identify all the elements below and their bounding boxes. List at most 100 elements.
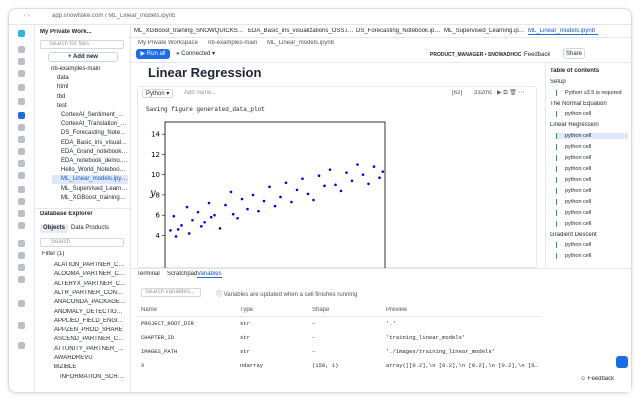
workspace[interactable]: My Private Work... [40,29,92,35]
rail-icon[interactable] [18,136,25,143]
database[interactable]: ALOOMA_PARTNER_CONN... [54,271,126,278]
toc-cell[interactable]: python cell [556,209,628,216]
toc-cell[interactable]: python cell [556,220,628,227]
file-tab[interactable]: ML_Supervised_Learning.ipynb [444,28,526,34]
tree-item[interactable]: CortexAI_Sentiment_Anal... [61,112,128,118]
share[interactable]: Share [563,48,585,59]
panel-tab[interactable]: Scratchpad [167,271,198,277]
run-all[interactable]: ▶ Run all [136,49,170,59]
tree-item[interactable]: test [57,102,67,109]
rail-icon[interactable] [18,276,25,283]
database[interactable]: ALATION_PARTNER_CONN... [54,262,126,268]
db-tab[interactable]: Data Products [71,225,110,231]
toc-section[interactable]: Setup [550,79,566,85]
tree-item[interactable]: EDA_Basic_iris_visualization... [61,139,128,146]
database[interactable]: ATTUNITY_PARTNER_CONN... [54,345,126,352]
filter[interactable]: Filter (1) [42,251,65,257]
rail-icon[interactable] [18,264,25,271]
column-header: Name [141,307,158,313]
toc-cell[interactable]: python cell [556,165,628,172]
rail-icon[interactable] [18,112,25,119]
language[interactable]: Python ▾ [142,89,174,98]
tree-item[interactable]: data [57,75,69,82]
rail-icon[interactable] [18,210,25,217]
toc-cell[interactable]: python cell [556,187,628,194]
rail-icon[interactable] [18,300,25,307]
code-cell[interactable] [137,86,537,268]
file-tab[interactable]: EDA_Basic_iris_visualizations_OSS.ipynb [248,28,354,34]
tree-item[interactable]: tbd [57,93,66,100]
tree-item[interactable]: ML_Supervised_Learning.i... [61,185,128,192]
database[interactable]: ALTR_PARTNER_CONNECT [54,289,126,296]
connected[interactable]: ● Connected ▾ [176,51,216,57]
database[interactable]: ALTERYX_PARTNER_CONN... [54,280,126,287]
assistant-button[interactable] [616,356,628,368]
rail-icon[interactable] [18,172,25,179]
tree-item[interactable]: ML_XGBoost_training_SNO... [61,194,128,201]
rail-icon[interactable] [18,98,25,105]
rail-icon[interactable] [18,252,25,259]
rail-icon[interactable] [18,46,25,53]
toc-cell[interactable]: python cell [556,242,628,248]
tree-item[interactable]: Hello_World_Notebook.ipy... [61,167,128,174]
toc-cell[interactable]: python cell [556,154,628,161]
toc-cell[interactable]: python cell [556,132,628,139]
rail-icon[interactable] [18,198,25,205]
cell-name[interactable]: Add name... [184,90,217,96]
db-search[interactable]: Search [40,238,124,247]
toc-section[interactable]: Linear Regression [550,122,599,128]
rail-icon[interactable] [18,70,25,77]
nav-buttons[interactable]: ‹ › [24,13,30,19]
database[interactable]: BIZIBLE [54,364,77,371]
database[interactable]: ANOMALY_DETECTION_APP [54,308,126,315]
database[interactable]: APPZEN_PROD_SHARE [54,327,123,334]
panel-feedback[interactable]: ☺ Feedback [580,376,615,382]
database[interactable]: ANACONDA_PACKAGE_SH... [54,299,126,306]
panel-tab[interactable]: Variables [197,271,222,278]
rail-icon[interactable] [18,222,25,229]
rail-icon[interactable] [18,240,25,247]
crumb[interactable]: My Private Workspace [138,40,198,46]
rail-icon[interactable] [18,84,25,91]
cell-actions[interactable]: ▶ ⧉ 🗑 ⋯ [497,90,525,96]
rail-icon[interactable] [18,160,25,167]
file-tab[interactable]: ML_Linear_models.ipynb [528,28,598,35]
toc-section[interactable]: Gradient Descent [550,231,597,238]
rail-icon[interactable] [18,58,25,65]
toc-cell[interactable]: python cell [556,176,628,183]
file-tab[interactable]: ML_XGBoost_training_SNOWQUICKSTART.ipy [134,28,246,34]
toc-cell[interactable]: python cell [556,198,628,205]
crumb[interactable]: nb-examples-main [208,40,258,46]
database[interactable]: INFORMATION_SCHEMA [60,373,126,380]
tree-item[interactable]: html [57,84,69,91]
feedback[interactable]: Feedback [524,52,551,58]
db-tab[interactable]: Objects [40,224,69,233]
toc-section[interactable]: The Normal Equation [550,100,607,107]
panel-tab[interactable]: Terminal [137,271,160,277]
tree-item[interactable]: CortexAI_Translation_SNO... [61,121,128,128]
rail-icon[interactable] [18,186,25,193]
role[interactable]: PRODUCT_MANAGER • SNOWADHOC [430,52,522,58]
database[interactable]: AWARDREVU [54,355,93,361]
tree-item[interactable]: EDA_Grand_notebook_170c... [61,148,128,155]
tree-item[interactable]: ML_Linear_models.ipynb [52,175,128,185]
rail-icon[interactable] [18,342,25,349]
rail-icon[interactable] [18,124,25,131]
toc-cell[interactable]: python cell [556,253,628,259]
database[interactable]: APPLIED_FIELD_ENGINEER... [54,317,126,324]
rail-icon[interactable] [18,30,25,37]
tree-item[interactable]: nb-examples-main [51,66,101,72]
database[interactable]: ASCEND_PARTNER_CONN... [54,336,126,343]
file-search[interactable]: Search for files [40,40,124,49]
toc-cell[interactable]: python cell [556,143,628,150]
tree-item[interactable]: EDA_notebook_demo.ipynb [61,158,128,164]
crumb[interactable]: ML_Linear_models.ipynb [267,40,335,46]
tree-item[interactable]: DS_Forecasting_Notebo... [61,130,128,137]
toc-cell[interactable]: Python ≥3.5 is required [556,89,628,96]
toc-cell[interactable]: python cell [556,111,628,117]
var-search[interactable]: Search variables... [141,288,201,297]
file-tab[interactable]: DS_Forecasting_Notebook.ipynb [356,28,442,34]
add-new[interactable]: + Add new [48,52,118,62]
rail-icon[interactable] [18,148,25,155]
rail-icon[interactable] [18,322,25,329]
